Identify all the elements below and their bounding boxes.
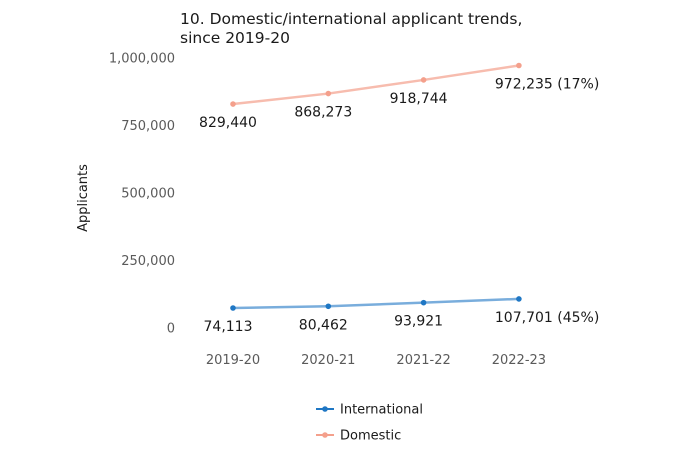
x-tick-label: 2020-21 (301, 353, 355, 368)
y-tick-label: 500,000 (121, 187, 175, 202)
legend-marker-domestic (322, 432, 328, 438)
data-point-domestic (420, 77, 427, 83)
data-point-domestic (516, 62, 522, 69)
x-tick-label: 2022-23 (492, 353, 546, 368)
y-tick-label: 1,000,000 (109, 52, 175, 67)
legend-label-international: International (340, 403, 423, 418)
data-point-international (516, 296, 522, 302)
chart-title-line-1: 10. Domestic/international applicant tre… (180, 10, 522, 28)
data-label-domestic: 868,273 (294, 105, 352, 121)
y-axis-label: Applicants (76, 164, 91, 232)
y-tick-label: 750,000 (121, 119, 175, 134)
data-point-international (325, 303, 332, 310)
series-line-domestic (231, 64, 521, 106)
legend: International Domestic (316, 403, 423, 444)
data-label-international: 107,701 (45%) (495, 310, 599, 326)
x-tick-label: 2021-22 (396, 353, 450, 368)
chart-title: 10. Domestic/international applicant tre… (180, 10, 522, 47)
series-points (230, 62, 522, 311)
chart-title-line-2: since 2019-20 (180, 29, 290, 47)
data-label-domestic: 829,440 (199, 115, 257, 131)
x-axis-ticks: 2019-20 2020-21 2021-22 2022-23 (206, 353, 546, 368)
data-label-international: 74,113 (204, 319, 253, 335)
data-point-domestic (230, 101, 236, 107)
data-label-international: 80,462 (299, 317, 348, 333)
series-lines (231, 64, 521, 310)
data-labels: 74,113 80,462 93,921 107,701 (45%) 829,440 86… (199, 76, 599, 334)
y-tick-label: 0 (167, 322, 175, 337)
x-tick-label: 2019-20 (206, 353, 260, 368)
data-point-international (420, 299, 427, 306)
legend-label-domestic: Domestic (340, 429, 401, 444)
y-axis-ticks: 0 250,000 500,000 750,000 1,000,000 (109, 52, 175, 337)
data-point-domestic (325, 90, 332, 97)
legend-marker-international (322, 406, 328, 412)
data-label-domestic: 972,235 (17%) (495, 76, 599, 92)
y-tick-label: 250,000 (121, 254, 175, 269)
data-point-international (230, 305, 236, 311)
data-label-domestic: 918,744 (390, 91, 448, 107)
data-label-international: 93,921 (394, 314, 443, 330)
series-line-international (231, 297, 521, 310)
